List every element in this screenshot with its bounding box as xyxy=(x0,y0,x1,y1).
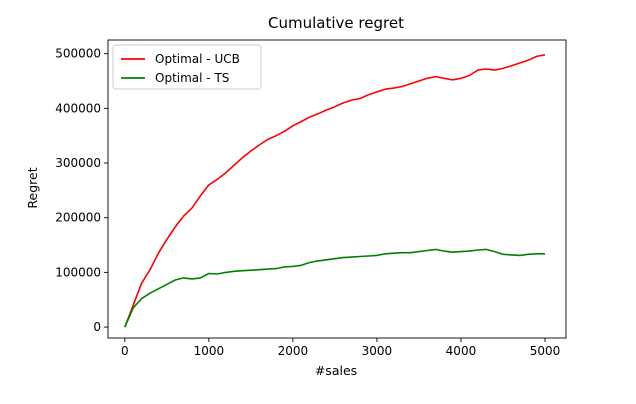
legend-label-0: Optimal - UCB xyxy=(155,52,240,66)
plot-area: 0 1000 2000 3000 4000 5000 0 100000 200000 300000… xyxy=(55,39,567,358)
x-tick-label: 0 xyxy=(121,344,129,358)
y-axis-label: Regret xyxy=(25,167,40,208)
y-tick-label: 300000 xyxy=(55,156,101,170)
x-tick-label: 3000 xyxy=(362,344,393,358)
y-tick-label: 100000 xyxy=(55,265,101,279)
y-tick-label: 0 xyxy=(93,320,101,334)
series-line-0 xyxy=(124,54,546,328)
legend-box xyxy=(112,44,262,90)
y-tick-label: 400000 xyxy=(55,101,101,115)
x-tick-label: 5000 xyxy=(530,344,561,358)
x-tick-label: 2000 xyxy=(278,344,309,358)
x-tick-label: 4000 xyxy=(446,344,477,358)
x-tick-label: 1000 xyxy=(194,344,225,358)
y-tick-label: 500000 xyxy=(55,47,101,61)
chart-title: Cumulative regret xyxy=(268,14,404,32)
y-tick-label: 200000 xyxy=(55,211,101,225)
x-axis-label: #sales xyxy=(315,363,357,378)
legend-label-1: Optimal - TS xyxy=(155,71,229,85)
series-line-1 xyxy=(124,248,545,328)
plot-frame xyxy=(107,39,567,339)
